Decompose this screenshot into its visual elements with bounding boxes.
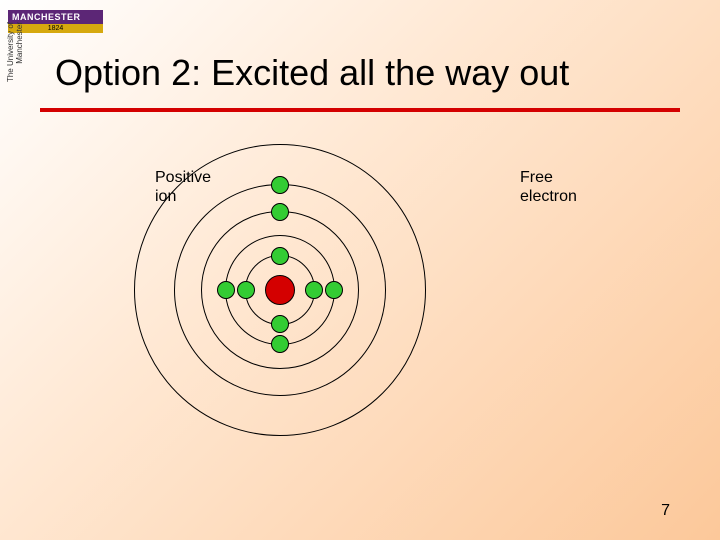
electron-4 — [271, 315, 289, 333]
nucleus — [265, 275, 295, 305]
positive-ion-label: Positiveion — [155, 168, 211, 206]
electron-5 — [237, 281, 255, 299]
page-title: Option 2: Excited all the way out — [55, 52, 569, 94]
electron-6 — [217, 281, 235, 299]
logo-institution: The University of Manchester — [6, 22, 24, 92]
electron-8 — [271, 335, 289, 353]
title-rule — [40, 108, 680, 112]
page-number: 7 — [661, 502, 670, 520]
electron-7 — [325, 281, 343, 299]
free-electron-label: Freeelectron — [520, 168, 577, 206]
slide: MANCHESTER 1824 The University of Manche… — [0, 0, 720, 540]
electron-2 — [271, 203, 289, 221]
electron-3 — [305, 281, 323, 299]
electron-1 — [271, 176, 289, 194]
electron-9 — [271, 247, 289, 265]
